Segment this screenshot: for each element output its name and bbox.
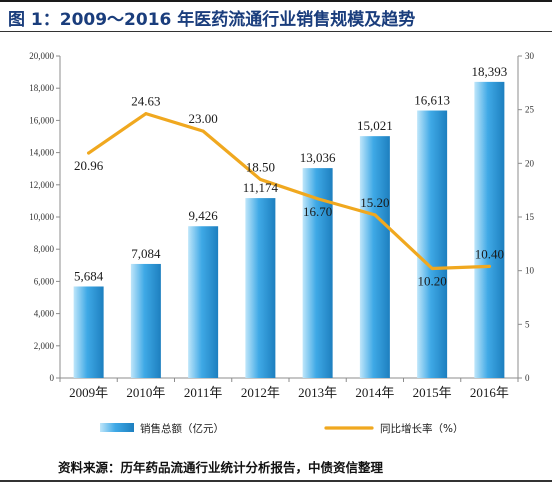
growth-value-label: 18.50 bbox=[246, 159, 275, 174]
left-tick-label: 18,000 bbox=[29, 83, 54, 93]
point-growth-6 bbox=[373, 213, 377, 217]
point-growth-3 bbox=[201, 129, 205, 133]
title-rule bbox=[0, 31, 552, 32]
bar-value-label: 18,393 bbox=[472, 64, 508, 79]
bar-value-label: 16,613 bbox=[414, 93, 450, 108]
bar-sales-4 bbox=[245, 198, 276, 378]
right-tick-label: 25 bbox=[525, 105, 535, 115]
legend-label-sales: 销售总额（亿元） bbox=[140, 422, 224, 435]
left-tick-label: 4,000 bbox=[34, 309, 55, 319]
right-tick-label: 0 bbox=[525, 373, 530, 383]
top-rule bbox=[0, 0, 552, 2]
point-growth-7 bbox=[430, 267, 434, 271]
left-tick-label: 8,000 bbox=[34, 244, 55, 254]
x-tick-label: 2013年 bbox=[298, 385, 337, 400]
line-growth-rate bbox=[87, 112, 491, 271]
x-tick-label: 2015年 bbox=[413, 385, 452, 400]
growth-value-label: 23.00 bbox=[189, 111, 218, 126]
left-tick-label: 6,000 bbox=[34, 276, 55, 286]
growth-value-label: 20.96 bbox=[74, 158, 104, 173]
x-tick-label: 2012年 bbox=[241, 385, 280, 400]
bar-value-label: 7,084 bbox=[131, 246, 161, 261]
bar-sales-2 bbox=[130, 263, 161, 378]
bar-value-label: 13,036 bbox=[300, 150, 336, 165]
point-growth-5 bbox=[316, 197, 320, 201]
figure-title: 图 1：2009～2016 年医药流通行业销售规模及趋势 bbox=[8, 10, 416, 30]
x-tick-label: 2016年 bbox=[470, 385, 509, 400]
growth-value-label: 24.63 bbox=[131, 94, 160, 109]
right-tick-label: 5 bbox=[525, 319, 530, 329]
x-tick-label: 2010年 bbox=[126, 385, 165, 400]
bar-value-label: 9,426 bbox=[189, 208, 219, 223]
left-tick-label: 14,000 bbox=[29, 148, 54, 158]
growth-value-label: 10.40 bbox=[475, 246, 504, 261]
right-tick-label: 20 bbox=[525, 158, 535, 168]
growth-value-label: 16.70 bbox=[303, 204, 332, 219]
bar-sales-3 bbox=[188, 226, 219, 378]
x-tick-label: 2011年 bbox=[184, 385, 223, 400]
left-tick-label: 0 bbox=[50, 373, 55, 383]
legend-swatch-bar bbox=[100, 423, 134, 432]
bottom-rule bbox=[0, 480, 552, 482]
bar-value-label: 15,021 bbox=[357, 118, 393, 133]
bar-value-label: 11,174 bbox=[243, 180, 279, 195]
right-tick-label: 10 bbox=[525, 266, 535, 276]
point-growth-1 bbox=[87, 151, 91, 155]
right-tick-label: 30 bbox=[525, 51, 535, 61]
legend-label-growth: 同比增长率（%） bbox=[380, 422, 463, 435]
left-tick-label: 10,000 bbox=[29, 212, 54, 222]
growth-value-label: 10.20 bbox=[418, 274, 447, 289]
source-note: 资料来源：历年药品流通行业统计分析报告，中债资信整理 bbox=[58, 460, 384, 475]
x-tick-label: 2014年 bbox=[355, 385, 394, 400]
combo-chart: 0 2,000 4,000 6,000 8,000 10,000 12,000 14,000 1… bbox=[29, 51, 535, 435]
x-tick-label: 2009年 bbox=[69, 385, 108, 400]
point-growth-2 bbox=[144, 112, 148, 116]
growth-value-label: 15.20 bbox=[360, 195, 389, 210]
bar-value-label: 5,684 bbox=[74, 268, 104, 283]
left-tick-label: 12,000 bbox=[29, 180, 54, 190]
bar-sales-7 bbox=[417, 110, 448, 378]
bar-sales-1 bbox=[73, 286, 104, 378]
point-growth-8 bbox=[487, 264, 491, 268]
left-tick-label: 2,000 bbox=[34, 341, 55, 351]
point-growth-4 bbox=[258, 177, 262, 181]
left-tick-label: 20,000 bbox=[29, 51, 54, 61]
right-tick-label: 15 bbox=[525, 212, 535, 222]
left-tick-label: 16,000 bbox=[29, 115, 54, 125]
bar-sales-8 bbox=[474, 81, 505, 378]
bar-sales-6 bbox=[359, 136, 390, 378]
